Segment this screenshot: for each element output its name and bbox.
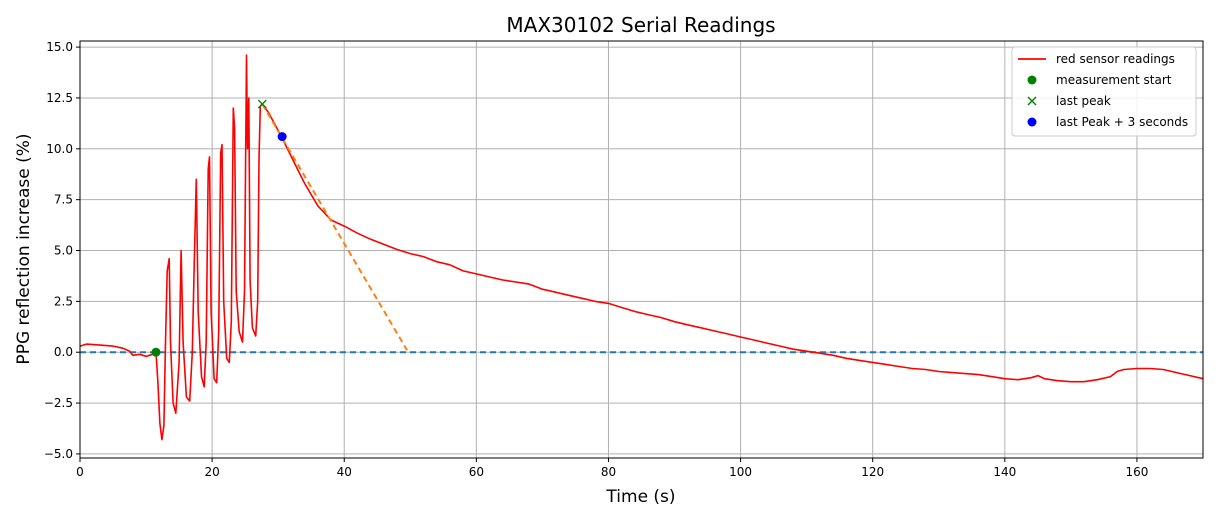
tangent-line [261,103,408,351]
measurement-start-point [151,347,161,357]
legend-box [1011,46,1197,137]
legend-x-swatch [1027,96,1037,106]
x-tick-label: 80 [601,465,616,479]
y-tick-label: −2.5 [44,396,73,410]
y-axis-label: PPG reflection increase (%) [14,133,34,364]
y-tick-label: 15.0 [46,40,73,54]
x-ticks: 0 20 40 60 80 100 120 140 160 [76,458,1148,479]
legend-label: measurement start [1056,73,1172,87]
legend-x-stroke [1027,96,1037,106]
y-tick-label: 2.5 [54,294,73,308]
plot-frame [79,40,1204,459]
legend-dot-swatch [1027,117,1037,127]
legend-label: last Peak + 3 seconds [1056,115,1188,129]
x-tick-label: 40 [337,465,352,479]
legend-label: red sensor readings [1056,52,1175,66]
x-tick-label: 60 [469,465,484,479]
y-tick-label: 7.5 [54,193,73,207]
y-tick-label: 10.0 [46,142,73,156]
x-tick-label: 120 [861,465,884,479]
x-tick-label: 100 [729,465,752,479]
chart-title: MAX30102 Serial Readings [506,13,775,37]
y-tick-label: 0.0 [54,345,73,359]
x-tick-label: 160 [1125,465,1148,479]
x-axis-label: Time (s) [605,487,675,507]
red-sensor-line [79,54,1204,441]
x-tick-label: 0 [76,465,84,479]
y-tick-label: 5.0 [54,244,73,258]
y-tick-label: 12.5 [46,91,73,105]
x-tick-label: 20 [204,465,219,479]
y-ticks: −5.0 −2.5 0.0 2.5 5.0 7.5 10.0 12.5 15.0 [44,40,80,461]
legend: red sensor readings measurement start last… [1011,46,1197,137]
last-peak-point [257,99,267,109]
grid-lines [79,41,1203,458]
last-peak-x-stroke [257,99,267,109]
plot-area [79,54,1204,441]
legend-label: last peak [1056,94,1111,108]
x-tick-label: 140 [993,465,1016,479]
last-peak-plus-3s-point [277,132,287,142]
y-tick-label: −5.0 [44,447,73,461]
legend-dot-swatch [1027,75,1037,85]
